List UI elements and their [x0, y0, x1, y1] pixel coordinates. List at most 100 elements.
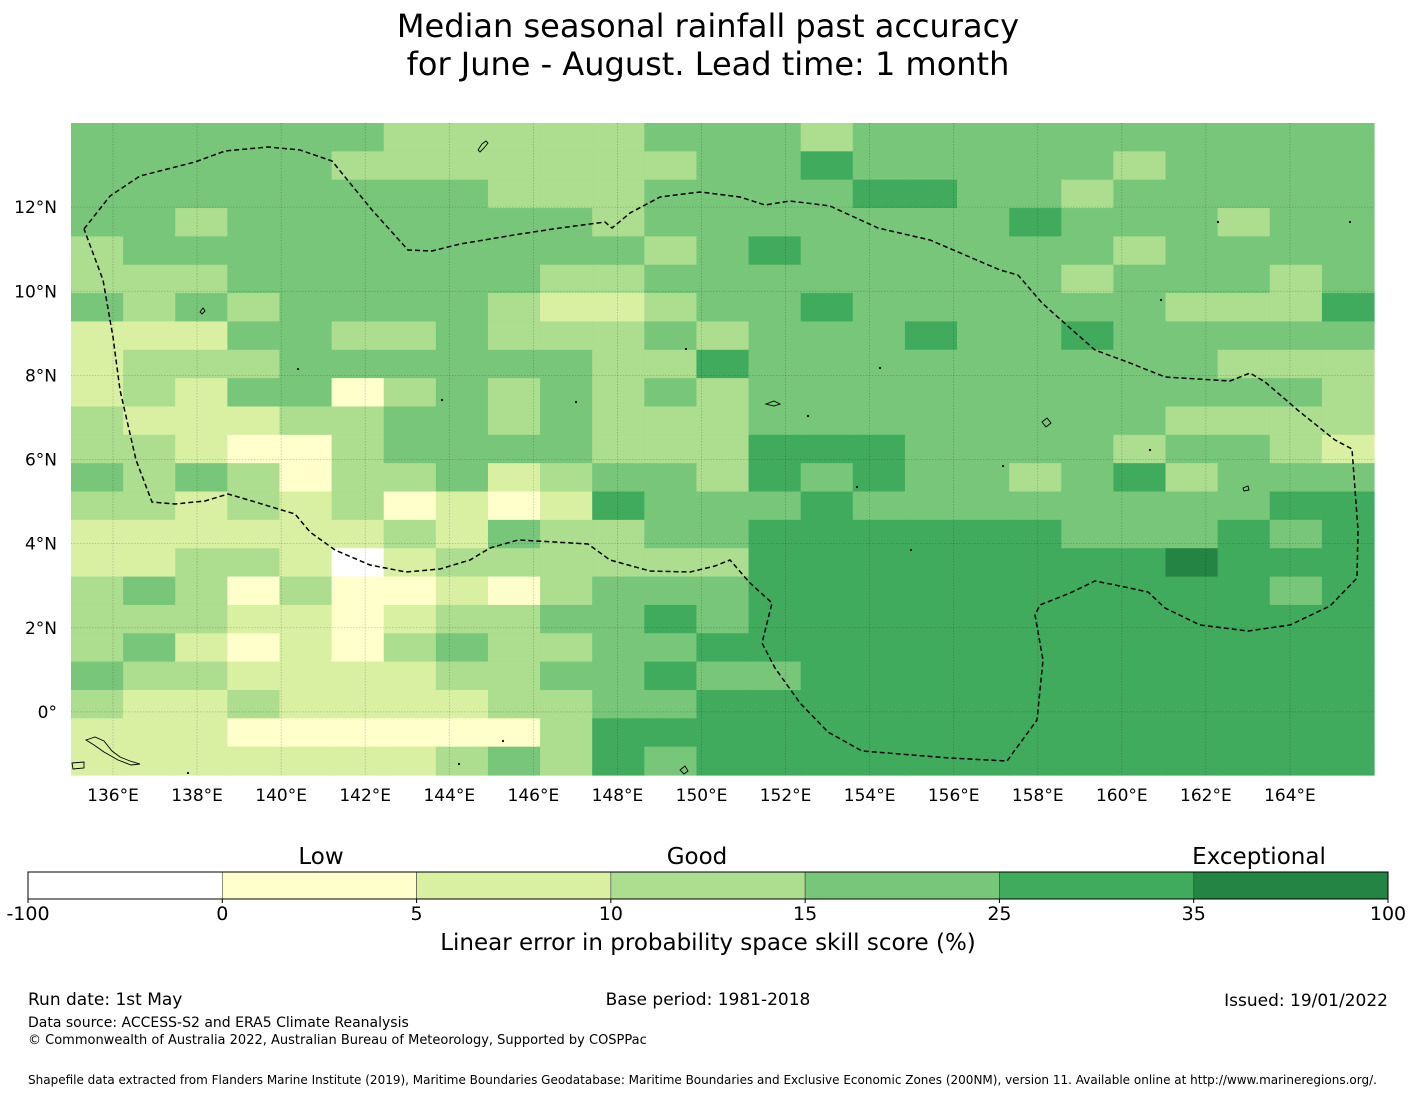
grid-cell [1217, 406, 1271, 436]
grid-cell [852, 264, 906, 294]
grid-cell [435, 576, 489, 606]
colorbar-segment [1193, 871, 1389, 900]
grid-cell [123, 689, 176, 719]
colorbar-segment [416, 871, 612, 900]
grid-cell [487, 123, 541, 152]
grid-cell [71, 661, 124, 691]
grid-cell [957, 378, 1010, 408]
grid-cell [1269, 434, 1323, 464]
grid-cell [1269, 661, 1323, 691]
grid-cell [383, 519, 437, 549]
grid-cell [696, 463, 750, 493]
grid-cell [748, 746, 802, 776]
grid-cell [957, 208, 1010, 237]
grid-cell [1321, 491, 1375, 521]
grid-cell [279, 123, 333, 152]
grid-cell [1113, 576, 1167, 606]
colorbar-axis-label: Linear error in probability space skill … [440, 930, 976, 956]
grid-cell [852, 633, 906, 663]
grid-cell [696, 378, 750, 408]
grid-cell [1061, 236, 1114, 266]
grid-cell [331, 604, 385, 634]
grid-cell [592, 633, 645, 663]
grid-cell [279, 179, 333, 209]
grid-cell [1061, 264, 1114, 294]
grid-cell [800, 179, 854, 209]
grid-cell [227, 548, 281, 578]
islet-dot [1216, 220, 1220, 224]
grid-cell [227, 293, 281, 323]
grid-cell [696, 264, 750, 294]
grid-cell [123, 236, 176, 266]
grid-cell [1165, 151, 1219, 181]
grid-cell [696, 151, 750, 181]
grid-cell [175, 689, 228, 719]
grid-cell [592, 604, 645, 634]
grid-cell [1165, 548, 1219, 578]
islet-dot [1159, 298, 1163, 302]
grid-cell [1321, 406, 1375, 436]
grid-cell [540, 746, 593, 776]
grid-cell [1009, 746, 1062, 776]
chart-title-line1: Median seasonal rainfall past accuracy [396, 7, 1020, 45]
grid-cell [435, 151, 489, 181]
grid-cell [331, 321, 385, 351]
grid-cell [1009, 434, 1062, 464]
grid-cell [123, 548, 176, 578]
grid-cell [331, 746, 385, 776]
grid-cell [487, 633, 541, 663]
grid-cell [279, 576, 333, 606]
longitude-tick-label: 154°E [844, 786, 896, 806]
grid-cell [748, 236, 802, 266]
grid-cell [71, 576, 124, 606]
grid-cell [800, 378, 854, 408]
grid-cell [1217, 604, 1271, 634]
grid-cell [227, 378, 281, 408]
grid-cell [71, 746, 124, 776]
grid-cell [852, 576, 906, 606]
grid-cell [800, 548, 854, 578]
grid-cell [227, 349, 281, 379]
grid-cell [1321, 236, 1375, 266]
grid-cell [279, 208, 333, 237]
grid-cell [748, 463, 802, 493]
grid-cell [1321, 293, 1375, 323]
grid-cell [1217, 378, 1271, 408]
grid-cell [540, 689, 593, 719]
colorbar-tick-label: 0 [216, 903, 228, 925]
grid-cell [904, 321, 958, 351]
island-outline [199, 307, 206, 315]
grid-cell [800, 123, 854, 152]
colorbar-tick-label: 25 [987, 903, 1011, 925]
grid-cell [696, 576, 750, 606]
grid-cell [383, 689, 437, 719]
grid-cell [1321, 689, 1375, 719]
colorbar-category-label: Exceptional [1192, 844, 1326, 870]
grid-cell [383, 321, 437, 351]
grid-cell [1009, 123, 1062, 152]
grid-cell [1321, 519, 1375, 549]
grid-cell [1113, 746, 1167, 776]
grid-cell [1165, 491, 1219, 521]
grid-cell [227, 689, 281, 719]
grid-cell [175, 293, 228, 323]
grid-cell [1165, 236, 1219, 266]
grid-cell [904, 123, 958, 152]
grid-cell [540, 123, 593, 152]
grid-cell [383, 746, 437, 776]
grid-cell [227, 321, 281, 351]
grid-cell [1113, 293, 1167, 323]
colorbar-category-labels: Low Good Exceptional [298, 844, 1325, 870]
grid-cell [644, 633, 698, 663]
grid-cell [800, 604, 854, 634]
grid-cell [1165, 406, 1219, 436]
grid-cell [800, 633, 854, 663]
grid-cell [592, 463, 645, 493]
grid-cell [487, 746, 541, 776]
grid-cell [696, 208, 750, 237]
grid-cell [227, 718, 281, 748]
grid-cell [175, 548, 228, 578]
grid-cell [123, 349, 176, 379]
grid-cell [71, 718, 124, 748]
grid-cell [592, 746, 645, 776]
